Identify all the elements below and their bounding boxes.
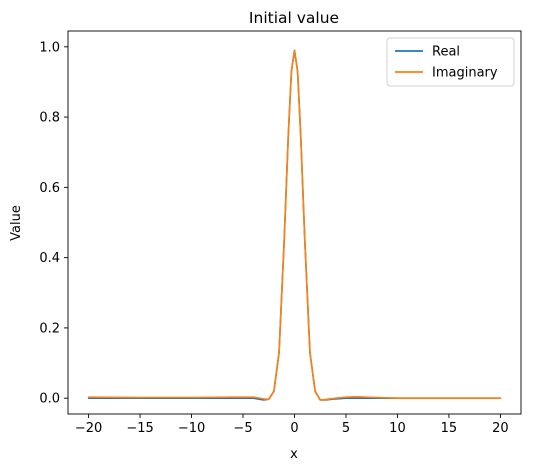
axes-frame [67,30,522,415]
x-tick-label: −15 [126,421,153,436]
legend-box [386,37,515,87]
legend-label-real: Real [432,45,460,60]
y-tick-label: 0.4 [39,251,60,266]
x-tick-label: 20 [492,421,509,436]
x-tick-label: −20 [75,421,102,436]
y-tick-label: 1.0 [39,40,60,55]
x-tick-label: 0 [290,421,298,436]
plot-area: −20 −15 −10 −5 0 5 10 15 20 0.0 0.2 0.4 0.6 0.8 1.0 Rea… [39,30,522,436]
x-tick-label: −5 [233,421,252,436]
y-tick-label: 0.6 [39,181,60,196]
y-tick-label: 0.0 [39,392,60,407]
x-tick-label: 10 [389,421,406,436]
series-line-imaginary [87,49,502,401]
x-tick-label: −10 [178,421,205,436]
x-axis-label: x [290,447,298,462]
y-axis-label: Value [9,205,24,241]
y-tick-label: 0.8 [39,111,60,126]
series-line-real [87,49,502,401]
x-tick-label: 5 [342,421,350,436]
y-tick-label: 0.2 [39,321,60,336]
chart-title: Initial value [249,9,339,27]
x-tick-label: 15 [441,421,458,436]
legend-label-imaginary: Imaginary [432,66,498,81]
